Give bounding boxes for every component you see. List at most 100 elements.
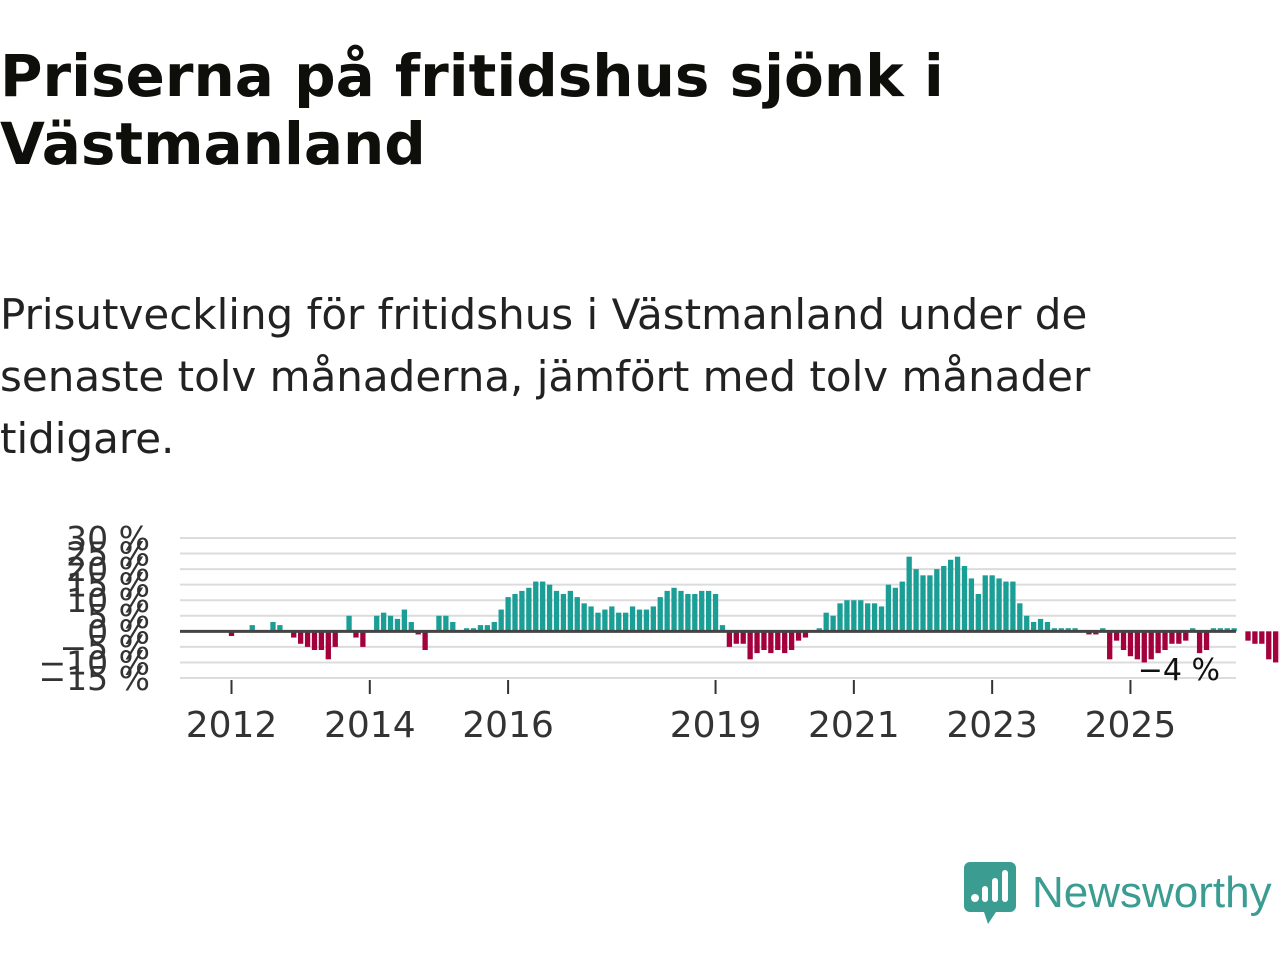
bar (1100, 628, 1106, 632)
bar (948, 559, 954, 632)
newsworthy-logo-text: Newsworthy (1032, 868, 1272, 917)
bar (892, 587, 898, 632)
bar (802, 631, 809, 638)
bar (816, 628, 822, 632)
bar (968, 578, 975, 632)
y-tick-label: −5 % (60, 628, 151, 667)
bar (657, 597, 663, 632)
bar (325, 631, 331, 660)
bar (927, 575, 933, 632)
bar (1190, 628, 1196, 632)
bar (1058, 628, 1064, 632)
bar (1044, 622, 1051, 632)
bar (526, 587, 532, 632)
bar (401, 609, 408, 632)
bar (346, 615, 352, 632)
x-tick-label: 2019 (670, 705, 762, 746)
bar (298, 631, 304, 644)
bar (1141, 631, 1147, 663)
bar (664, 590, 670, 632)
bar (830, 615, 836, 632)
bar (650, 606, 656, 632)
bar (865, 603, 871, 632)
bar (941, 566, 947, 632)
y-tick-label: 30 % (66, 519, 150, 558)
bar (1093, 631, 1099, 635)
bar (436, 615, 442, 632)
bar (1003, 581, 1009, 632)
bar (899, 581, 905, 632)
bar (394, 618, 401, 632)
y-tick-label: 20 % (66, 550, 150, 589)
y-tick-label: 15 % (66, 566, 150, 605)
x-tick-label: 2023 (946, 705, 1038, 746)
bar (934, 569, 940, 632)
bar (1024, 615, 1030, 632)
bar (719, 625, 726, 632)
bar (540, 581, 546, 632)
bar (477, 625, 484, 632)
bar (463, 628, 470, 632)
bar (443, 615, 449, 632)
bar (249, 625, 255, 632)
bar (1217, 628, 1223, 632)
bar (643, 609, 650, 632)
y-tick-label: 0 % (87, 612, 150, 651)
bar (1086, 631, 1092, 635)
bar (1051, 628, 1058, 632)
bar (1120, 631, 1127, 650)
bar (291, 631, 297, 638)
bar (768, 631, 774, 654)
bar (332, 631, 338, 647)
bar (491, 622, 497, 632)
bar (602, 609, 608, 632)
bar (885, 584, 892, 632)
bar (788, 631, 795, 650)
bar (795, 631, 802, 641)
y-tick-label: 10 % (66, 581, 150, 620)
bar (1113, 631, 1120, 641)
bar (685, 594, 691, 632)
bar (878, 606, 885, 632)
bar (636, 609, 643, 632)
bar (595, 612, 601, 632)
x-tick-label: 2021 (808, 705, 900, 746)
bar (837, 603, 843, 632)
bar (678, 590, 684, 632)
bar (906, 556, 912, 632)
bar (1231, 628, 1237, 632)
y-tick-label: 5 % (87, 597, 150, 636)
x-tick-label: 2012 (186, 705, 278, 746)
bar (318, 631, 325, 650)
bar (961, 566, 968, 632)
bar (512, 594, 518, 632)
bar (989, 575, 995, 632)
bar (1245, 631, 1251, 641)
bar (484, 625, 491, 632)
bar (712, 594, 719, 632)
bar (353, 631, 359, 638)
bar (519, 590, 525, 632)
bar (975, 594, 981, 632)
bar (1183, 631, 1189, 641)
x-tick-label: 2014 (324, 705, 416, 746)
bar (954, 556, 961, 632)
bar (1148, 631, 1154, 660)
bar (1155, 631, 1161, 654)
bar (470, 628, 477, 632)
bar (387, 615, 394, 632)
y-tick-label: −10 % (39, 643, 151, 682)
bar (498, 609, 504, 632)
bar (1203, 631, 1210, 650)
bar (1176, 631, 1182, 644)
bar (913, 569, 919, 632)
bar (408, 622, 414, 632)
y-tick-label: −15 % (39, 659, 151, 698)
bar (671, 587, 677, 632)
bar (623, 612, 629, 632)
bar (858, 600, 864, 632)
bar (844, 600, 850, 632)
bar (311, 631, 318, 650)
bar (871, 603, 878, 632)
bar (380, 612, 387, 632)
